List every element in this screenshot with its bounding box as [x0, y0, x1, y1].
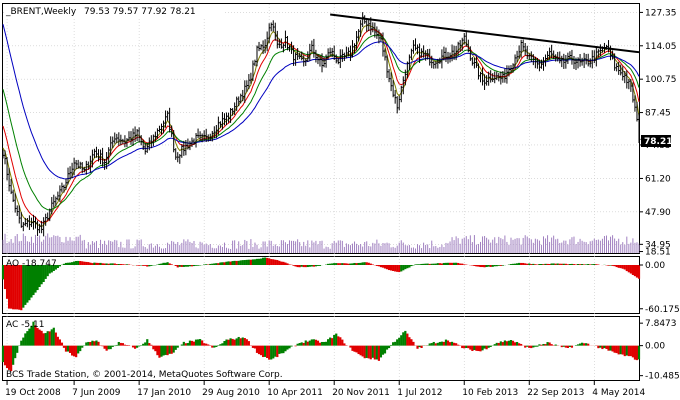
price-tick-label: 114.05	[645, 42, 677, 52]
ac-title: AC -5.11	[6, 320, 44, 330]
x-tick-label: 17 Jan 2010	[137, 388, 191, 398]
price-tick-label: 87.45	[645, 109, 671, 119]
trendline	[330, 13, 640, 54]
ao-panel-frame	[2, 256, 640, 314]
ao-tick-label: 18.51	[645, 248, 671, 258]
volume-bars	[2, 233, 640, 253]
x-tick-label: 4 May 2014	[592, 388, 645, 398]
grid-lines	[3, 4, 639, 380]
x-tick-label: 1 Jul 2012	[397, 388, 442, 398]
x-tick-label: 10 Apr 2011	[267, 388, 323, 398]
x-tick-label: 10 Feb 2013	[462, 388, 518, 398]
title-background	[4, 4, 224, 17]
resistance-trendline	[330, 13, 640, 54]
ao-histogram	[1, 257, 641, 311]
x-tick-label: 19 Oct 2008	[5, 388, 61, 398]
x-tick-label: 20 Nov 2011	[332, 388, 390, 398]
price-tick-label: 61.20	[645, 174, 671, 184]
chart-title: _BRENT,Weekly	[5, 7, 77, 17]
price-bars	[2, 12, 641, 237]
ac-tick-label: 7.8473	[645, 319, 677, 329]
ac-tick-label: 0.00	[645, 342, 665, 352]
copyright-text: BCS Trade Station, © 2001-2014, MetaQuot…	[6, 370, 283, 380]
ac-histogram	[1, 321, 641, 372]
moving-averages	[2, 24, 640, 228]
last-price-label: 78.21	[644, 137, 672, 147]
ac-tick-label: -10.4856	[645, 372, 680, 382]
x-tick-label: 22 Sep 2013	[527, 388, 584, 398]
ao-tick-label: 0.00	[645, 261, 665, 271]
x-tick-label: 29 Aug 2010	[202, 388, 260, 398]
price-tick-label: 100.75	[645, 75, 677, 85]
ao-title: AO -18.747	[6, 259, 57, 269]
ohlc-readout: 79.53 79.57 77.92 78.21	[84, 7, 196, 17]
ao-tick-label: -60.175	[645, 305, 680, 315]
x-tick-label: 7 Jun 2009	[72, 388, 121, 398]
last-price-box	[641, 135, 671, 147]
x-axis-ticks: 19 Oct 2008 7 Jun 2009 17 Jan 2010 29 Aug 2…	[5, 381, 646, 398]
y-axis-ticks: 127.35114.05100.7587.4574.5561.2047.9034…	[639, 8, 680, 382]
price-tick-label: 127.35	[645, 8, 677, 18]
price-tick-label: 34.95	[645, 240, 671, 250]
price-tick-label: 47.90	[645, 208, 671, 218]
